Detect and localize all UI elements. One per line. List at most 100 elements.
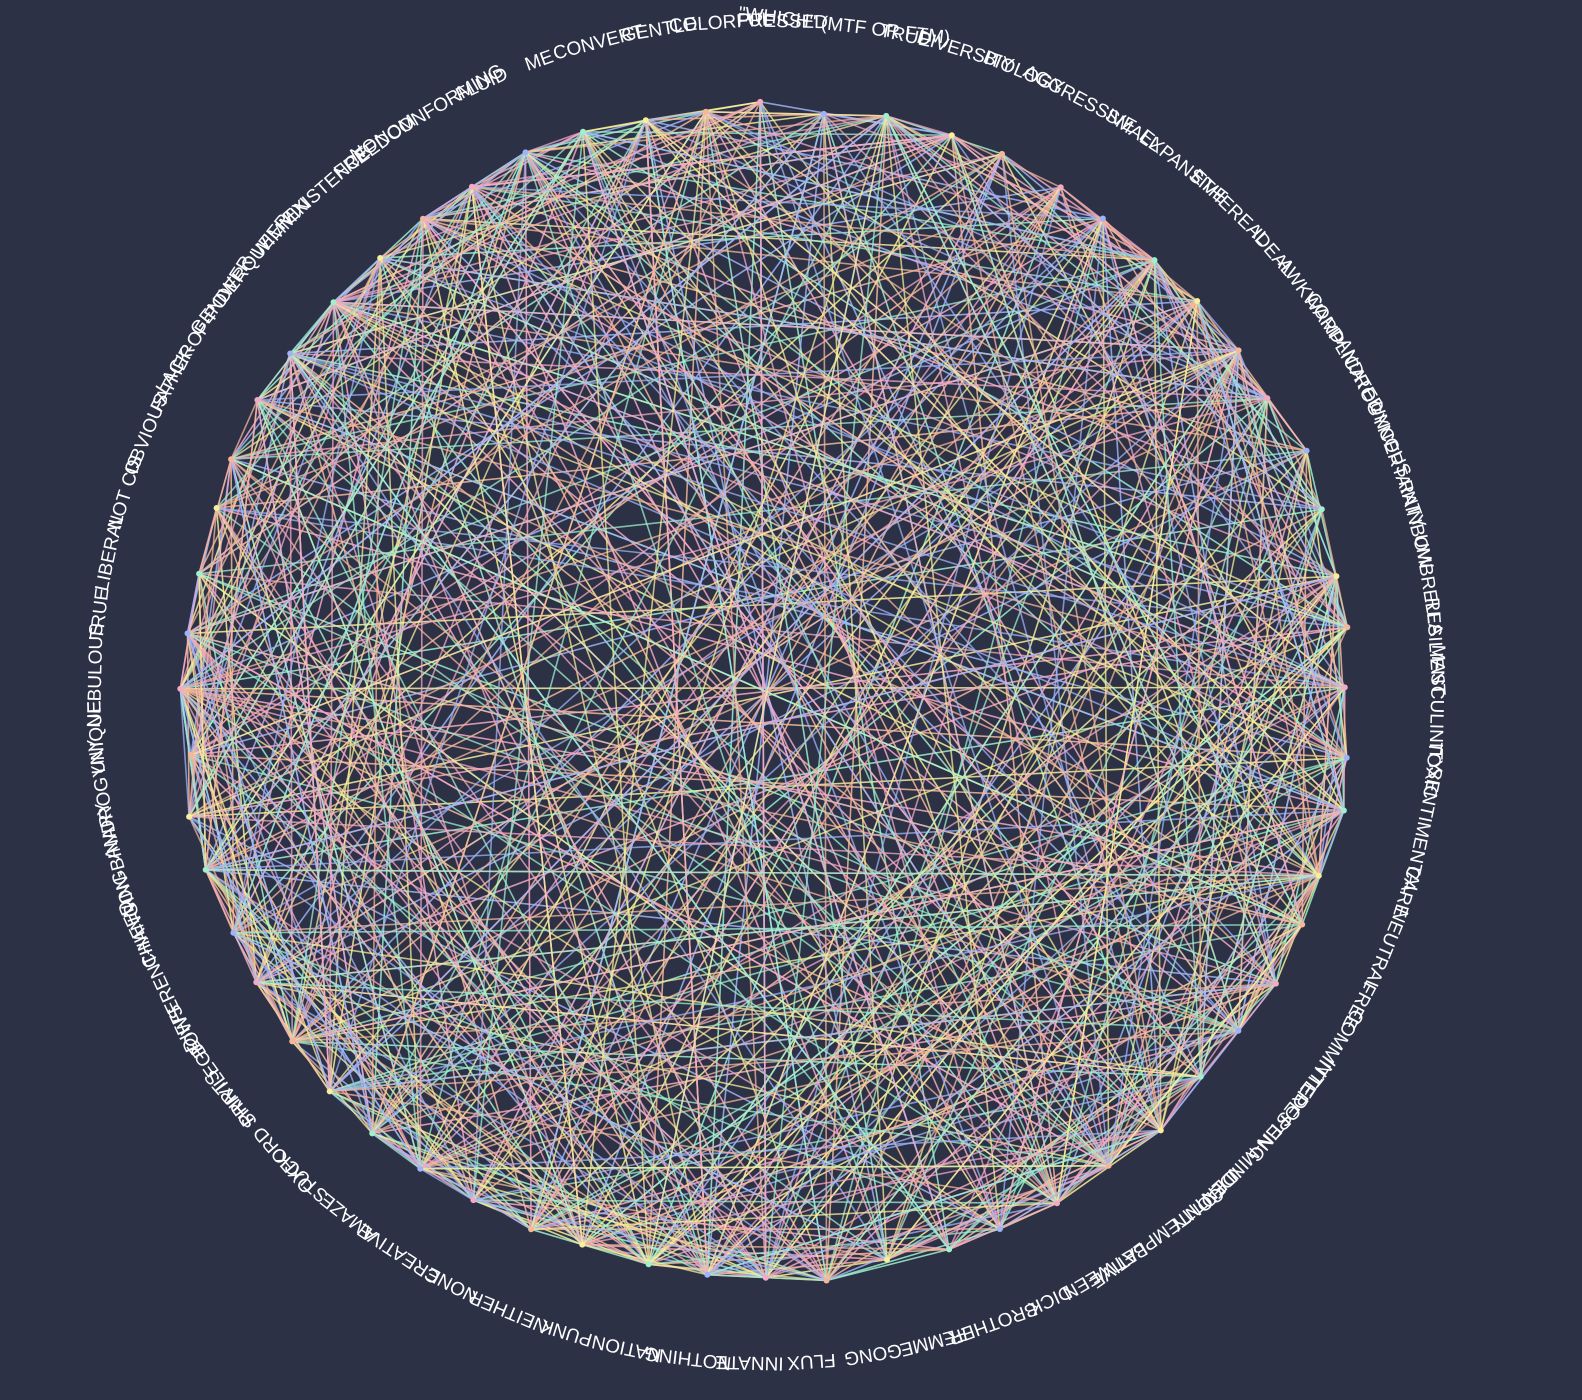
connection-line: [292, 1040, 1201, 1078]
connection-line: [190, 754, 888, 1261]
node-point: [528, 1226, 535, 1233]
node-point: [420, 215, 426, 222]
connection-line: [525, 115, 887, 154]
node-point: [1299, 921, 1306, 928]
connection-line: [292, 1040, 1109, 1167]
connection-line: [885, 115, 953, 136]
connection-line: [999, 1129, 1162, 1230]
connection-line: [329, 923, 1303, 1093]
node-point: [579, 1241, 586, 1248]
connection-line: [825, 626, 1348, 1281]
connection-line: [825, 350, 1240, 1281]
connection-line: [1102, 217, 1268, 399]
connection-line: [1059, 187, 1277, 984]
connection-line: [257, 399, 1345, 812]
connection-line: [885, 115, 1348, 628]
connection-line: [582, 1129, 1161, 1246]
connection-line: [1153, 260, 1202, 1077]
node-point: [1264, 395, 1271, 402]
connection-line: [332, 257, 381, 303]
connection-line: [525, 131, 584, 154]
connection-line: [1001, 153, 1323, 510]
node-point: [642, 117, 649, 124]
word-label: UNIQUE: [84, 700, 110, 775]
connection-line: [215, 507, 650, 1265]
connection-line: [648, 575, 1337, 1265]
node-point: [253, 979, 260, 986]
connection-line: [230, 301, 335, 460]
connection-line: [289, 353, 294, 1042]
connection-line: [371, 397, 1268, 1135]
connection-line: [530, 300, 1198, 1230]
connection-line: [886, 686, 1346, 1261]
connection-line: [582, 119, 646, 133]
connection-line: [951, 134, 1268, 399]
word-label: FLUX: [786, 1349, 836, 1373]
connection-line: [232, 349, 1240, 934]
connection-line: [530, 1076, 1201, 1231]
connection-line: [255, 981, 767, 1279]
connection-line: [180, 687, 1239, 1032]
connection-line: [530, 115, 887, 1230]
connection-line: [231, 397, 1268, 460]
connection-line: [256, 399, 1162, 1132]
connection-line: [645, 119, 1345, 812]
connection-line: [705, 111, 1240, 1032]
word-label: INNATE: [715, 1351, 784, 1374]
connection-line: [524, 151, 1202, 1078]
connection-line: [332, 301, 767, 1279]
node-point: [883, 112, 890, 119]
connection-line: [198, 101, 761, 575]
node-point: [177, 685, 184, 692]
connection-line: [230, 217, 1104, 460]
node-point: [999, 150, 1005, 157]
connection-line: [255, 450, 1307, 984]
word-label: GONG: [843, 1339, 904, 1369]
connection-line: [999, 575, 1338, 1230]
connection-line: [885, 115, 1348, 759]
connection-line: [257, 134, 953, 401]
node-point: [230, 929, 237, 936]
connection-line: [1153, 259, 1349, 628]
connection-line: [291, 111, 707, 1042]
connection-line: [291, 259, 1156, 1042]
connection-line: [823, 113, 1104, 220]
connection-line: [190, 349, 1239, 756]
connection-line: [422, 217, 1337, 577]
connection-line: [422, 217, 1155, 261]
connection-line: [329, 1030, 1239, 1093]
node-point: [287, 350, 294, 357]
connection-line: [332, 302, 422, 1169]
node-point: [1318, 506, 1325, 513]
node-point: [580, 128, 586, 135]
connection-line: [472, 300, 1198, 1201]
connection-line: [257, 399, 1346, 689]
node-point: [1343, 754, 1350, 761]
connection-line: [1160, 509, 1323, 1131]
connection-line: [648, 1076, 1201, 1266]
connection-line: [951, 134, 1240, 1032]
connection-line: [1321, 509, 1349, 628]
node-point: [820, 110, 827, 117]
connection-line: [257, 399, 1320, 877]
connection-line: [645, 119, 1058, 1204]
node-point: [470, 1197, 477, 1204]
connection-line: [256, 399, 1110, 1167]
connection-line: [292, 874, 1319, 1043]
node-point: [196, 570, 203, 577]
connection-line: [290, 352, 1268, 400]
connection-line: [581, 111, 707, 1245]
connection-line: [187, 632, 1239, 1032]
connection-line: [422, 131, 584, 220]
word-label: TRUE: [87, 587, 114, 641]
connection-lines: [179, 101, 1349, 1282]
connection-line: [1102, 218, 1277, 984]
connection-line: [205, 869, 650, 1265]
connection-line: [179, 115, 887, 690]
node-point: [1105, 1162, 1112, 1169]
connection-line: [1153, 259, 1323, 510]
connection-line: [886, 397, 1269, 1260]
connection-line: [1237, 983, 1277, 1032]
connection-line: [179, 688, 767, 1279]
connection-line: [205, 217, 1104, 871]
